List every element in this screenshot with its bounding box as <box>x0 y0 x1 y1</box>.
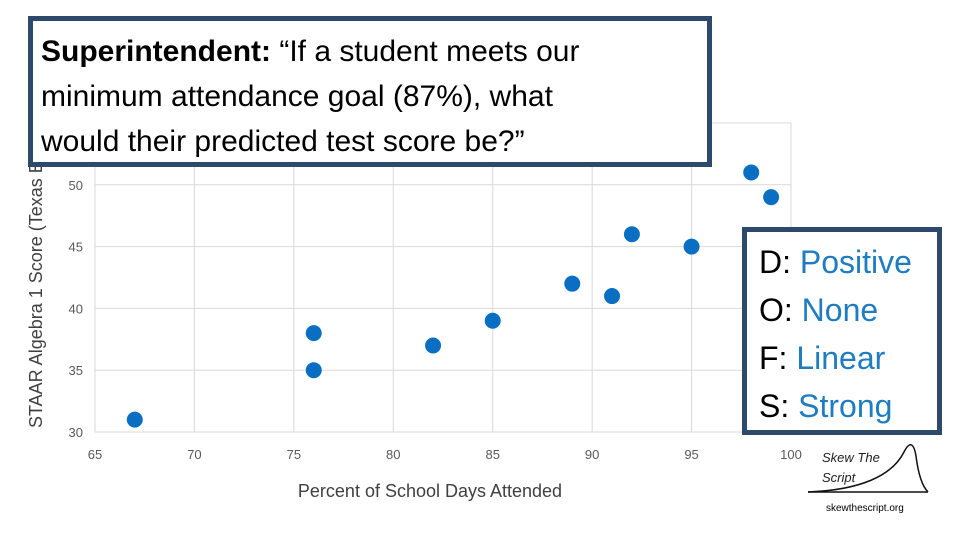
superintendent-question-box: Superintendent: “If a student meets our … <box>28 16 712 167</box>
question-line-1: Superintendent: “If a student meets our <box>41 29 707 74</box>
x-tick-label: 80 <box>386 447 400 462</box>
logo-url: skewthescript.org <box>826 503 904 514</box>
y-axis-title: STAAR Algebra 1 Score (Texas Ex <box>26 152 46 428</box>
x-tick-label: 95 <box>684 447 698 462</box>
dofs-letter: S: <box>759 388 790 424</box>
logo-line-1: Skew The <box>822 450 880 465</box>
x-tick-label: 85 <box>485 447 499 462</box>
dofs-value: Linear <box>796 340 886 376</box>
data-point <box>763 189 780 206</box>
dofs-direction: D: Positive <box>759 238 937 286</box>
dofs-value: Positive <box>799 244 912 280</box>
skew-the-script-logo: Skew The Script <box>800 436 940 500</box>
y-tick-label: 40 <box>69 301 83 316</box>
data-points <box>126 164 780 428</box>
logo-text: Skew The Script <box>822 448 880 488</box>
grid-lines <box>94 122 792 433</box>
x-tick-label: 75 <box>287 447 301 462</box>
dofs-letter: D: <box>759 244 791 280</box>
question-text-1: “If a student meets our <box>271 35 580 68</box>
dofs-letter: F: <box>759 340 788 376</box>
x-tick-label: 65 <box>88 447 102 462</box>
data-point <box>743 164 760 181</box>
dofs-strength: S: Strong <box>759 382 937 430</box>
data-point <box>604 288 621 305</box>
data-point <box>564 275 581 292</box>
x-tick-label: 70 <box>187 447 201 462</box>
data-point <box>484 312 501 329</box>
dofs-form: F: Linear <box>759 334 937 382</box>
question-line-2: minimum attendance goal (87%), what <box>41 80 553 113</box>
dofs-value: None <box>801 292 879 328</box>
tick-labels: 65 70 75 80 85 90 95 100 30 35 40 45 50 <box>69 178 802 462</box>
y-tick-label: 30 <box>69 425 83 440</box>
logo-line-2: Script <box>822 470 856 485</box>
question-line-3: would their predicted test score be?” <box>41 125 525 158</box>
bell-curve-icon <box>807 444 929 493</box>
dofs-outliers: O: None <box>759 286 937 334</box>
data-point <box>425 337 442 354</box>
x-tick-label: 100 <box>780 447 802 462</box>
y-tick-label: 35 <box>69 363 83 378</box>
data-point <box>305 325 322 342</box>
data-point <box>623 226 640 243</box>
data-point <box>126 411 143 428</box>
dofs-value: Strong <box>798 388 893 424</box>
y-tick-label: 45 <box>69 240 83 255</box>
dofs-summary-box: D: Positive O: None F: Linear S: Strong <box>742 227 942 435</box>
y-tick-label: 50 <box>69 178 83 193</box>
data-point <box>305 362 322 379</box>
question-speaker: Superintendent: <box>41 35 271 68</box>
data-point <box>683 238 700 255</box>
x-tick-label: 90 <box>585 447 599 462</box>
dofs-letter: O: <box>759 292 793 328</box>
x-axis-title: Percent of School Days Attended <box>298 481 562 501</box>
